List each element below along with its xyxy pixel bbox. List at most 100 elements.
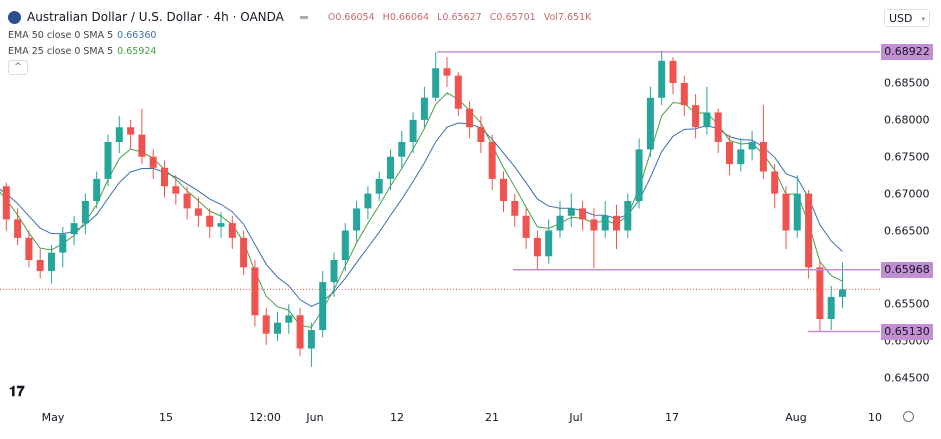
- candle-body: [680, 83, 688, 106]
- candle-body: [556, 215, 564, 231]
- candle-body: [839, 289, 846, 297]
- ema50-value: 0.66360: [117, 30, 157, 41]
- candle-body: [420, 97, 428, 120]
- candle-body: [805, 193, 813, 268]
- candle-body: [25, 237, 33, 260]
- candle-body: [183, 193, 191, 209]
- candle-body: [228, 223, 236, 238]
- candle-body: [149, 156, 157, 168]
- time-tick-label: May: [41, 411, 65, 424]
- candle-body: [714, 112, 722, 142]
- candle-body: [387, 156, 394, 179]
- candle-body: [285, 315, 293, 323]
- open-value: O0.66054: [327, 11, 375, 23]
- candle-body: [319, 282, 327, 331]
- close-value: C0.65701: [489, 11, 536, 23]
- ema25-label: EMA 25 close 0 SMA 5: [8, 46, 114, 57]
- candle-body: [251, 267, 259, 316]
- high-value: H0.66064: [382, 11, 430, 23]
- time-tick-label: Jul: [569, 411, 583, 424]
- ema25-value: 0.65924: [117, 46, 157, 57]
- candle-body: [601, 215, 609, 231]
- time-tick-label: Aug: [785, 411, 807, 424]
- ema25-line: [0, 92, 843, 328]
- candle-body: [477, 127, 485, 142]
- candle-body: [341, 230, 349, 260]
- candle-body: [115, 127, 123, 142]
- level-price-label: 0.68922: [881, 43, 933, 60]
- time-tick-label: 10: [868, 411, 882, 424]
- candle-body: [827, 296, 835, 319]
- level-price-label: 0.65130: [881, 323, 933, 340]
- candle-body: [81, 201, 89, 224]
- candle-body: [172, 186, 180, 194]
- candle-body: [138, 134, 146, 157]
- time-tick-label: 21: [485, 411, 499, 424]
- ema50-legend[interactable]: EMA 50 close 0 SMA 5 0.66360: [8, 30, 156, 41]
- candle-body: [398, 142, 406, 157]
- price-tick-label: 0.67000: [884, 187, 930, 201]
- candle-body: [274, 322, 281, 334]
- candle-body: [14, 219, 22, 238]
- symbol-title[interactable]: Australian Dollar / U.S. Dollar · 4h · O…: [27, 10, 284, 24]
- candle-body: [748, 142, 756, 150]
- time-tick-label: 12:00: [249, 411, 281, 424]
- candle-body: [613, 215, 620, 231]
- candle-body: [59, 234, 67, 253]
- candle-body: [646, 97, 654, 150]
- candle-body: [48, 252, 55, 272]
- candle-body: [522, 215, 530, 238]
- candle-body: [669, 60, 677, 83]
- candle-body: [127, 127, 135, 135]
- candle-body: [511, 201, 519, 216]
- price-tick-label: 0.68500: [884, 76, 930, 90]
- candle-body: [466, 108, 474, 128]
- candle-body: [816, 267, 824, 319]
- candle-body: [296, 315, 304, 349]
- candle-body: [692, 105, 700, 128]
- currency-select[interactable]: USD ▾: [884, 9, 930, 27]
- price-tick-label: 0.66500: [884, 224, 930, 237]
- candle-body: [70, 223, 78, 235]
- price-tick-label: 0.68000: [884, 113, 930, 127]
- candle-body: [217, 223, 225, 227]
- settings-icon[interactable]: [903, 411, 914, 422]
- candle-body: [567, 208, 575, 216]
- candle-body: [635, 149, 643, 201]
- candle-body: [307, 330, 315, 349]
- chart-header: Australian Dollar / U.S. Dollar · 4h · O…: [8, 10, 596, 24]
- ema25-legend[interactable]: EMA 25 close 0 SMA 5 0.65924: [8, 46, 156, 57]
- candle-body: [364, 193, 372, 209]
- candle-body: [454, 75, 462, 109]
- ohlc-readout: O0.66054 H0.66064 L0.65627 C0.65701 Vol7…: [328, 12, 596, 23]
- volume-value: Vol7.651K: [543, 11, 592, 23]
- candle-body: [658, 60, 666, 98]
- candle-body: [2, 186, 10, 220]
- collapse-legend-button[interactable]: ^: [8, 60, 28, 75]
- chevron-down-icon: ▾: [921, 15, 925, 23]
- candle-body: [703, 112, 711, 128]
- candle-body: [737, 149, 745, 165]
- candle-body: [793, 193, 801, 231]
- candle-body: [194, 208, 202, 216]
- candle-body: [104, 142, 112, 179]
- candle-body: [726, 142, 733, 165]
- candle-body: [771, 171, 779, 194]
- tradingview-logo[interactable]: 𝟏𝟕: [9, 384, 25, 400]
- time-tick-label: 12: [390, 411, 404, 424]
- time-tick-label: Jun: [306, 411, 324, 424]
- price-tick-label: 0.67500: [884, 150, 930, 164]
- candle-body: [488, 142, 496, 179]
- candle-body: [759, 142, 767, 172]
- minimize-icon[interactable]: [299, 15, 308, 19]
- candle-body: [330, 260, 338, 283]
- currency-value: USD: [889, 12, 913, 25]
- time-tick-label: 15: [159, 411, 173, 424]
- ema50-label: EMA 50 close 0 SMA 5: [8, 30, 114, 41]
- candle-body: [206, 215, 214, 227]
- candle-body: [353, 208, 361, 231]
- candle-body: [624, 201, 632, 231]
- candle-body: [545, 230, 553, 257]
- price-chart[interactable]: [0, 0, 880, 405]
